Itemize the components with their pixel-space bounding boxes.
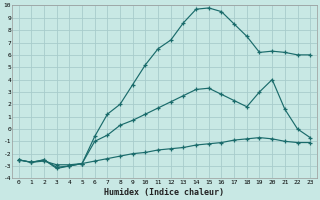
X-axis label: Humidex (Indice chaleur): Humidex (Indice chaleur) bbox=[104, 188, 224, 197]
